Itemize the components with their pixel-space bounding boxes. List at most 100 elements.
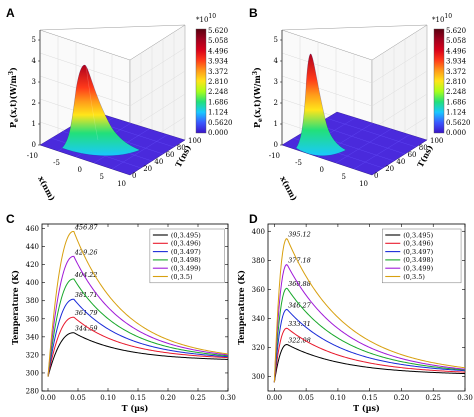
- t-tick-label: 0: [132, 172, 136, 180]
- series-line: [273, 238, 466, 383]
- colorbar-scale-a: *1010: [196, 13, 216, 24]
- t-tick-label: 100: [188, 137, 201, 145]
- colorbar-tick-label: 2.248: [446, 88, 466, 96]
- series-line: [47, 255, 229, 377]
- y-tick-label: 360: [252, 286, 265, 294]
- colorbar-a: *1010 5.620 5.058 4.496 3.934 3.372 2.810 2.24…: [195, 13, 233, 137]
- t-tick-label: 100: [430, 137, 443, 145]
- t-tick-label: 20: [143, 165, 152, 173]
- y-tick-label: 460: [26, 225, 39, 233]
- colorbar-tick-label: 5.058: [208, 37, 228, 45]
- y-tick-label: 320: [252, 344, 265, 352]
- series-line: [47, 230, 229, 377]
- z-tick-label: 1: [32, 120, 36, 128]
- x-tick-label: 10: [117, 180, 126, 188]
- series-line: [273, 264, 466, 383]
- t-tick-label: 0: [374, 172, 378, 180]
- series-line: [273, 287, 466, 383]
- peak-label: 333.31: [288, 320, 311, 328]
- legend-entry: (0,3.495): [403, 231, 433, 239]
- z-tick-label: 4: [32, 57, 37, 65]
- y-tick-label: 340: [252, 315, 265, 323]
- colorbar-tick-label: 3.372: [208, 68, 228, 76]
- y-axis-label: Temperature (K): [236, 270, 246, 345]
- surface-peak-a: [61, 64, 141, 156]
- y-tick-label: 380: [26, 297, 39, 305]
- x-tick-label: 0.10: [100, 394, 116, 402]
- series-line: [273, 308, 466, 383]
- x-tick-label: 0.05: [70, 394, 86, 402]
- z-tick-label: 5: [32, 36, 36, 44]
- t-tick-label: 20: [385, 165, 394, 173]
- z-tick-label: 3: [32, 78, 36, 86]
- x-tick-label: 0.15: [130, 394, 146, 402]
- colorbar-tick-label: 0.000: [208, 129, 228, 137]
- z-tick-label: 2: [274, 99, 278, 107]
- y-axis-label: Temperature (K): [10, 270, 20, 345]
- colorbar-tick-label: 0.5620: [208, 119, 233, 127]
- legend: [382, 228, 462, 284]
- colorbar-tick-label: 3.934: [208, 58, 229, 66]
- peak-label: 361.79: [75, 309, 98, 317]
- x-tick-label: 0.25: [190, 394, 206, 402]
- colorbar-tick-label: 5.620: [208, 27, 228, 35]
- legend-entry: (0,3.495): [171, 231, 201, 239]
- series-line: [47, 298, 229, 377]
- series-line: [273, 327, 466, 383]
- y-tick-label: 300: [252, 373, 265, 381]
- x-tick-label: 0.00: [267, 394, 283, 402]
- t-tick-label: 40: [154, 158, 163, 166]
- colorbar-tick-label: 2.810: [446, 78, 466, 86]
- z-tick-label: 0: [32, 141, 36, 149]
- colorbar-tick-label: 2.810: [208, 78, 228, 86]
- colorbar-tick-label: 4.496: [446, 47, 467, 55]
- x-tick-label: 0.25: [425, 394, 441, 402]
- x-tick-label: 0.15: [362, 394, 378, 402]
- x-tick-label: 0.30: [220, 394, 236, 402]
- legend-entry: (0,3.497): [403, 248, 433, 256]
- z-axis-label-a: Pe(x,t)(W/m3): [8, 67, 20, 128]
- peak-label: 360.88: [288, 280, 311, 288]
- colorbar-tick-label: 5.620: [446, 27, 466, 35]
- peak-label: 377.18: [288, 256, 311, 264]
- colorbar-tick-label: 1.686: [446, 98, 467, 106]
- x-axis-label: T (µs): [122, 403, 149, 413]
- legend-entry: (0,3.497): [171, 248, 201, 256]
- z-tick-label: 2: [32, 99, 36, 107]
- x-tick-label: 0.20: [394, 394, 410, 402]
- colorbar-tick-label: 1.686: [208, 98, 229, 106]
- peak-label: 404.22: [74, 271, 98, 279]
- peak-label: 381.71: [75, 291, 98, 299]
- series-line: [47, 278, 229, 377]
- x-tick-label: 0: [78, 166, 82, 174]
- z-tick-label: 0: [274, 141, 278, 149]
- surface-peak-b: [295, 53, 347, 156]
- legend-entry: (0,3.498): [171, 256, 201, 264]
- x-tick-label: 0.00: [40, 394, 56, 402]
- peak-label: 429.26: [74, 248, 98, 256]
- panel-label-b: B: [249, 6, 258, 20]
- colorbar-tick-label: 0.5620: [446, 119, 471, 127]
- legend-entry: (0,3.499): [171, 265, 201, 273]
- z-axis-label-b: Pe(x,t)(W/m3): [252, 67, 264, 128]
- x-tick-label: 10: [359, 180, 368, 188]
- t-tick-label: 60: [408, 151, 417, 159]
- colorbar-tick-label: 2.248: [208, 88, 228, 96]
- legend-entry: (0,3.5): [403, 273, 425, 281]
- t-tick-label: 80: [177, 144, 186, 152]
- peak-label: 322.08: [288, 336, 311, 344]
- t-tick-label: 60: [166, 151, 175, 159]
- y-tick-label: 400: [26, 279, 39, 287]
- y-tick-label: 340: [26, 333, 39, 341]
- z-tick-label: 5: [274, 36, 278, 44]
- colorbar-tick-label: 3.934: [446, 58, 467, 66]
- x-tick-label: 0.30: [457, 394, 473, 402]
- legend-entry: (0,3.498): [403, 256, 433, 264]
- legend-entry: (0,3.499): [403, 265, 433, 273]
- z-tick-label: 3: [274, 78, 278, 86]
- panel-label-a: A: [6, 6, 15, 20]
